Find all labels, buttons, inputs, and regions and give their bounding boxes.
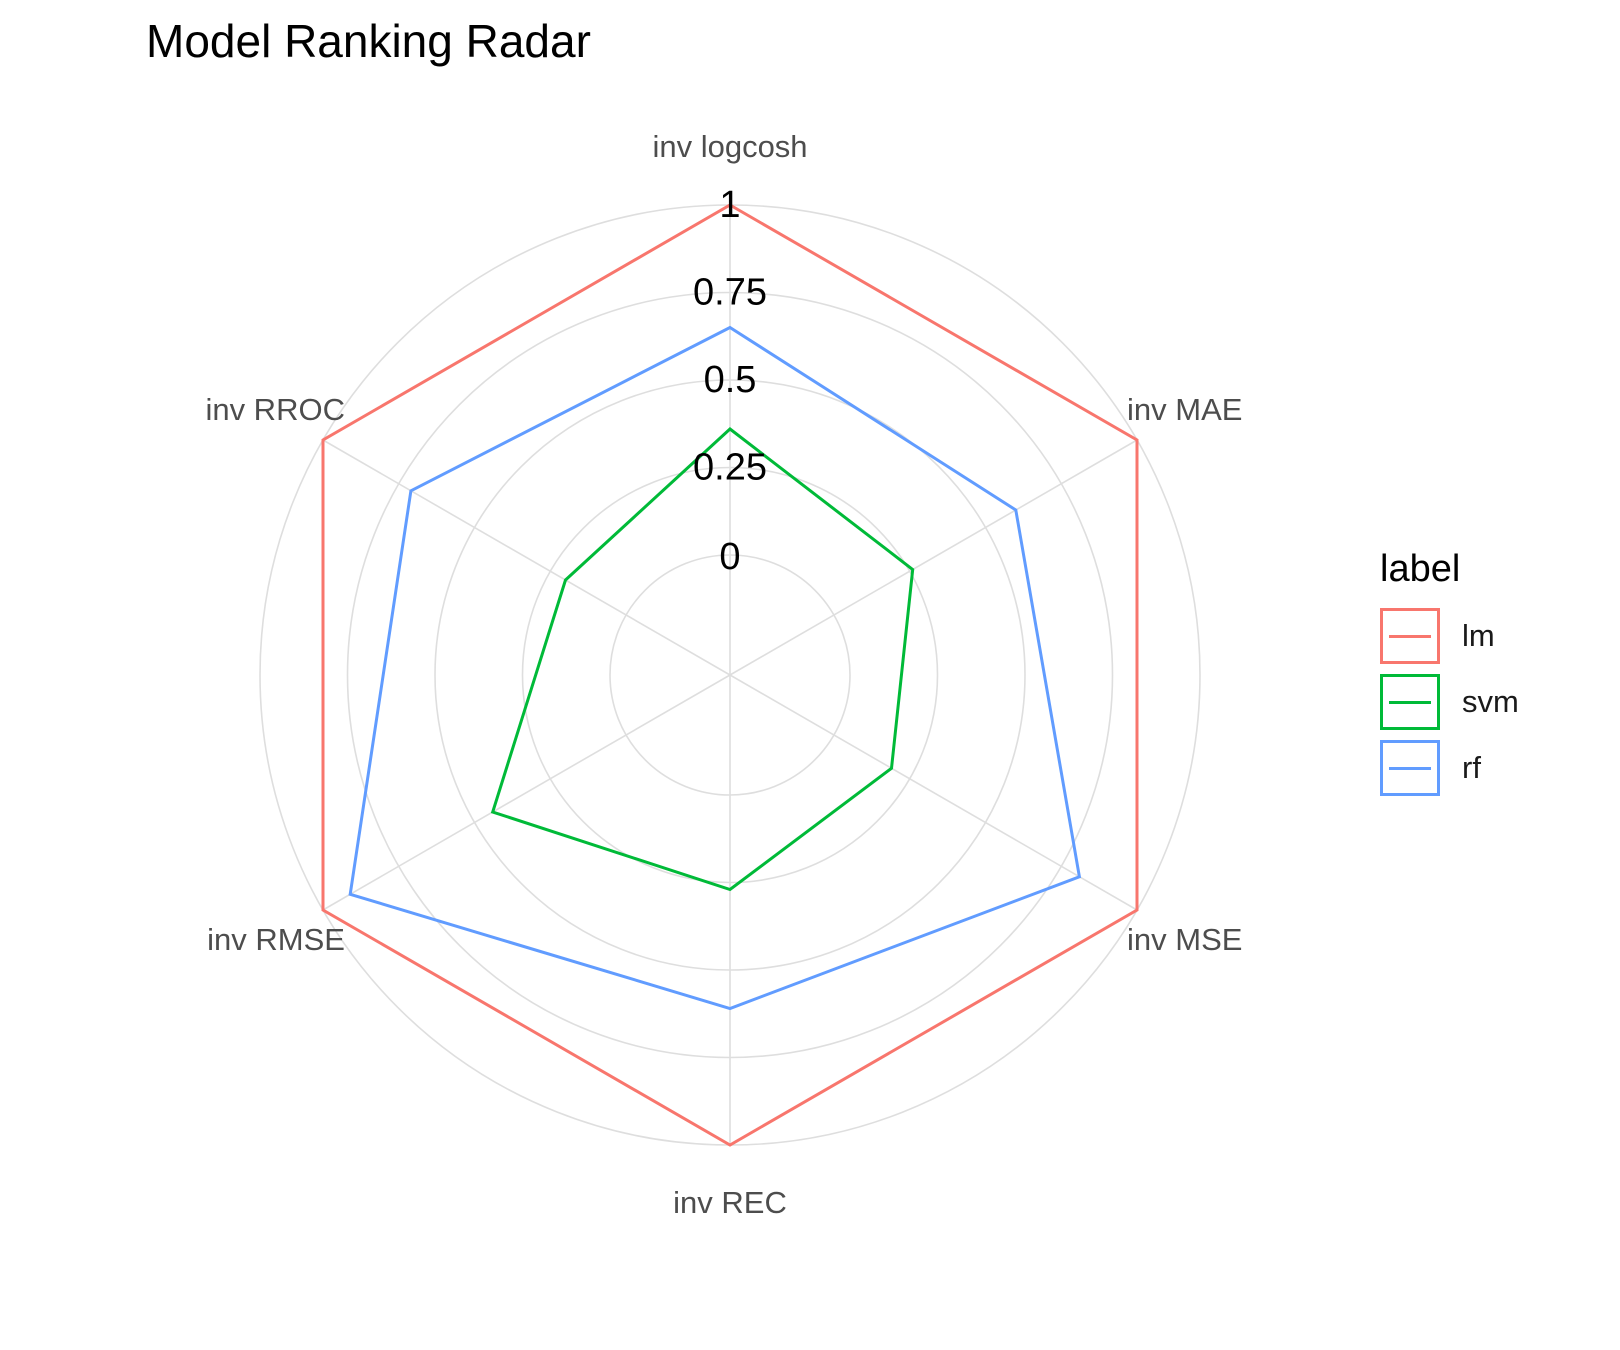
legend-swatch-line (1389, 634, 1431, 638)
legend: label lm svm rf (1380, 548, 1519, 801)
radial-tick-label: 0 (719, 536, 740, 578)
grid-spoke-2 (729, 674, 1138, 911)
radial-tick-label: 0.5 (704, 359, 757, 401)
legend-key-lm (1380, 608, 1440, 664)
radial-tick-label: 1 (719, 184, 740, 226)
grid-spoke-5 (322, 439, 731, 676)
axis-label: inv RMSE (207, 922, 345, 957)
series-rf-line (348, 325, 1082, 1011)
chart-title: Model Ranking Radar (146, 15, 591, 67)
axis-label: inv MAE (1127, 392, 1242, 427)
axis-label: inv MSE (1127, 922, 1242, 957)
legend-item-rf: rf (1380, 735, 1519, 801)
grid-spoke-1 (729, 439, 1138, 676)
axis-label: inv RROC (205, 392, 345, 427)
legend-label: lm (1462, 618, 1495, 653)
radial-tick-label: 0.75 (693, 272, 767, 314)
series-svm-line (490, 427, 915, 892)
legend-title: label (1380, 548, 1461, 590)
legend-swatch-line (1389, 700, 1431, 704)
legend-label: svm (1462, 684, 1519, 719)
legend-key-rf (1380, 740, 1440, 796)
axis-label: inv logcosh (652, 129, 807, 164)
legend-item-lm: lm (1380, 603, 1519, 669)
legend-key-svm (1380, 674, 1440, 730)
radial-tick-label: 0.25 (693, 447, 767, 489)
legend-label: rf (1462, 750, 1481, 785)
series-lm-line (321, 203, 1139, 1147)
legend-swatch-line (1389, 766, 1431, 770)
axis-label: inv REC (673, 1185, 787, 1220)
legend-items: lm svm rf (1380, 603, 1519, 801)
legend-item-svm: svm (1380, 669, 1519, 735)
grid-spoke-4 (322, 674, 731, 911)
